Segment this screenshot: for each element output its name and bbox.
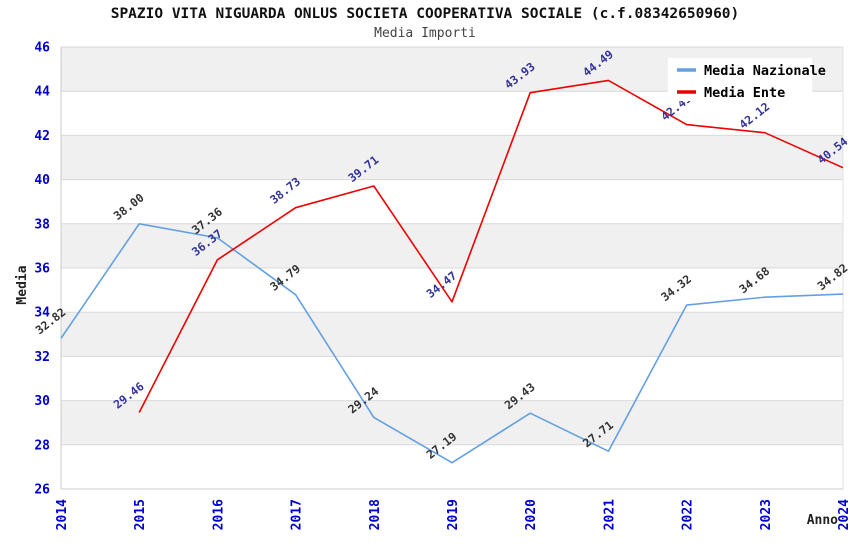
x-tick-label: 2015: [133, 499, 148, 530]
chart-title: SPAZIO VITA NIGUARDA ONLUS SOCIETA COOPE…: [111, 6, 740, 22]
y-tick-label: 28: [34, 438, 50, 453]
y-tick-label: 42: [34, 129, 50, 144]
plot-area: 26 28 30 32 34 36 38 40 42 44 46 2014 2015 2016 2017 20…: [33, 41, 850, 531]
x-tick-label: 2021: [602, 499, 617, 530]
chart-subtitle: Media Importi: [374, 26, 476, 41]
x-tick-label: 2016: [211, 499, 226, 530]
y-tick-label: 32: [34, 350, 50, 365]
x-tick-label: 2018: [368, 499, 383, 530]
y-tick-label: 46: [34, 41, 50, 56]
chart-line-media-ente: [138, 79, 844, 413]
grid-band: [61, 223, 843, 268]
x-tick-label: 2014: [55, 499, 70, 530]
x-tick-label: 2024: [837, 499, 850, 530]
legend-label-media-ente: Media Ente: [704, 85, 785, 101]
legend-label-media-nazionale: Media Nazionale: [704, 63, 826, 79]
y-tick-label: 34: [34, 306, 50, 321]
point-value-label: 34.68: [736, 264, 772, 296]
point-value-label: 34.32: [658, 272, 694, 304]
grid-band: [61, 400, 843, 445]
legend: Media Nazionale Media Ente: [668, 58, 826, 101]
y-tick-label: 40: [34, 173, 50, 188]
chart-line-media-nazionale: [60, 223, 844, 464]
y-tick-label: 36: [34, 262, 50, 277]
x-tick-label: 2023: [759, 499, 774, 530]
x-tick-label: 2022: [681, 499, 696, 530]
y-tick-label: 30: [34, 394, 50, 409]
grid-band: [61, 135, 843, 180]
x-tick-label: 2019: [446, 499, 461, 530]
y-axis-title: Media: [15, 265, 30, 304]
y-tick-label: 44: [34, 85, 50, 100]
legend-box: [668, 58, 812, 101]
y-tick-label: 26: [34, 483, 50, 498]
point-value-label: 38.00: [111, 190, 147, 222]
point-value-label: 42.12: [736, 99, 772, 131]
x-axis-title: Anno: [807, 513, 838, 528]
x-tick-label: 2020: [524, 499, 539, 530]
x-tick-label: 2017: [290, 499, 305, 530]
grid-band: [61, 312, 843, 357]
y-tick-label: 38: [34, 217, 50, 232]
